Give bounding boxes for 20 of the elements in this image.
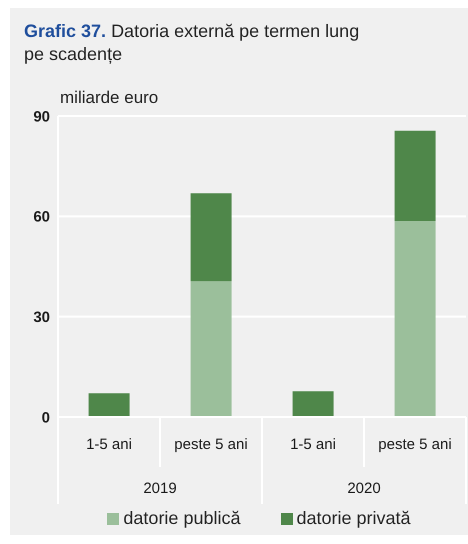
bar [394,130,436,222]
x-tick-label: 1-5 ani [86,436,132,453]
y-tick-label: 30 [33,308,50,326]
text: 2020 [347,480,381,497]
y-tick-label: 60 [33,208,50,226]
bar [394,221,436,417]
x-tick-label: peste 5 ani [378,436,452,453]
y-tick-label: 90 [33,108,50,126]
bar [88,393,130,417]
x-tick-label: peste 5 ani [174,436,248,453]
y-tick-label: 0 [42,409,50,426]
y-axis-title: miliarde euro [59,88,160,108]
bar [190,193,232,282]
text: 2019 [143,480,177,497]
bar [190,281,232,417]
legend-label: datorie publică [122,508,240,529]
legend-label: datorie privată [296,508,411,529]
bar [292,391,334,417]
chart-title: Grafic 37. [24,21,106,41]
x-tick-label: 1-5 ani [290,436,336,453]
